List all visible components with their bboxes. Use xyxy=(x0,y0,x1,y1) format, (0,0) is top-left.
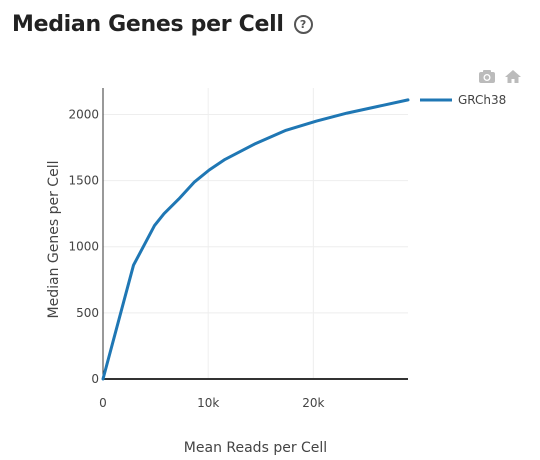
x-tick-label: 20k xyxy=(302,396,324,410)
y-tick-label: 0 xyxy=(91,372,99,386)
grid-layer xyxy=(103,88,408,379)
tick-layer: 0 10k 20k 0 500 1000 1500 2000 xyxy=(68,107,324,410)
x-tick-label: 10k xyxy=(197,396,219,410)
help-icon[interactable]: ? xyxy=(293,15,313,34)
camera-icon[interactable] xyxy=(478,68,496,84)
series-line-grch38 xyxy=(101,98,410,381)
y-tick-label: 2000 xyxy=(68,107,99,121)
chart-modebar xyxy=(478,68,522,84)
y-tick-label: 1000 xyxy=(68,240,99,254)
y-tick-label: 1500 xyxy=(68,174,99,188)
axis-layer xyxy=(102,88,408,380)
home-icon[interactable] xyxy=(504,68,522,84)
series-layer xyxy=(101,98,410,381)
y-tick-label: 500 xyxy=(76,306,99,320)
legend-label: GRCh38 xyxy=(458,93,506,107)
legend[interactable]: GRCh38 xyxy=(420,93,506,107)
page-title: Median Genes per Cell xyxy=(12,12,284,37)
x-tick-label: 0 xyxy=(99,396,107,410)
chart-header: Median Genes per Cell ? xyxy=(12,12,313,37)
y-axis-title: Median Genes per Cell xyxy=(46,161,62,319)
x-axis-title: Mean Reads per Cell xyxy=(184,440,327,456)
